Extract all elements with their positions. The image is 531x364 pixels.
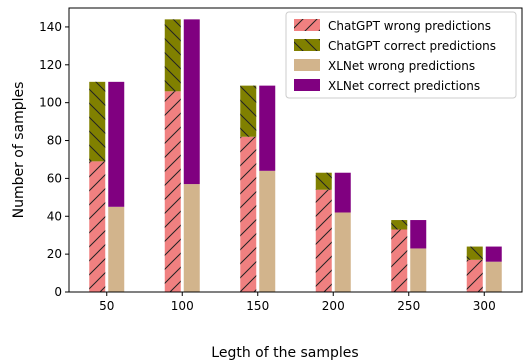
- y-tick-label: 120: [39, 58, 62, 72]
- bar-xlnet-correct-predictions-50: [108, 81, 125, 207]
- bar-chatgpt-correct-predictions-250-hatch: [391, 220, 408, 230]
- y-tick-label: 140: [39, 20, 62, 34]
- legend-label: XLNet wrong predictions: [328, 59, 475, 73]
- bar-chatgpt-correct-predictions-200-hatch: [315, 172, 332, 190]
- y-tick-label: 100: [39, 96, 62, 110]
- bar-xlnet-correct-predictions-300: [485, 246, 502, 262]
- bar-chatgpt-wrong-predictions-100-hatch: [164, 91, 181, 292]
- bar-xlnet-wrong-predictions-50: [108, 206, 125, 292]
- bar-xlnet-correct-predictions-200: [334, 172, 351, 213]
- y-tick-label: 40: [47, 209, 62, 223]
- x-axis-label: Legth of the samples: [211, 345, 358, 361]
- bar-chatgpt-correct-predictions-100-hatch: [164, 19, 181, 92]
- legend-swatch-xlnet-correct-predictions: [294, 79, 320, 91]
- legend-label: ChatGPT wrong predictions: [328, 19, 491, 33]
- x-axis: 50 100 150 200 250 300: [99, 292, 496, 313]
- bar-chatgpt-wrong-predictions-300-hatch: [466, 259, 483, 292]
- legend-label: XLNet correct predictions: [328, 79, 480, 93]
- legend-swatch-chatgpt-correct-predictions-hatch: [294, 39, 320, 51]
- bar-chatgpt-wrong-predictions-200-hatch: [315, 189, 332, 292]
- bar-xlnet-wrong-predictions-150: [259, 170, 276, 292]
- bar-chatgpt-wrong-predictions-50-hatch: [89, 161, 106, 292]
- bar-chatgpt-wrong-predictions-150-hatch: [240, 136, 257, 292]
- plot-area: [68, 7, 523, 293]
- x-tick-label: 50: [99, 299, 114, 313]
- y-tick-label: 20: [47, 247, 62, 261]
- x-tick-label: 100: [171, 299, 194, 313]
- bar-chatgpt-correct-predictions-50-hatch: [89, 81, 106, 162]
- bar-xlnet-wrong-predictions-250: [410, 248, 427, 292]
- bar-xlnet-wrong-predictions-300: [485, 261, 502, 292]
- y-axis: 0 20 40 60 80 100 120 140: [39, 20, 69, 299]
- bar-chatgpt-wrong-predictions-250-hatch: [391, 229, 408, 292]
- y-tick-label: 0: [54, 285, 62, 299]
- legend-label: ChatGPT correct predictions: [328, 39, 496, 53]
- x-tick-label: 300: [473, 299, 496, 313]
- legend-swatch-xlnet-wrong-predictions: [294, 59, 320, 71]
- x-tick-label: 200: [322, 299, 345, 313]
- y-tick-label: 60: [47, 171, 62, 185]
- legend: ChatGPT wrong predictions ChatGPT correct…: [285, 11, 517, 99]
- bar-xlnet-correct-predictions-150: [259, 85, 276, 171]
- bar-xlnet-correct-predictions-250: [410, 220, 427, 249]
- axes-frame: [68, 7, 523, 293]
- y-axis-label: Number of samples: [11, 82, 27, 219]
- bar-xlnet-wrong-predictions-200: [334, 212, 351, 292]
- bar-xlnet-wrong-predictions-100: [183, 184, 200, 292]
- y-tick-label: 80: [47, 134, 62, 148]
- bar-chatgpt-correct-predictions-150-hatch: [240, 85, 257, 137]
- legend-swatch-chatgpt-wrong-predictions-hatch: [294, 19, 320, 31]
- bar-chatgpt-correct-predictions-300-hatch: [466, 246, 483, 260]
- x-tick-label: 250: [397, 299, 420, 313]
- bar-xlnet-correct-predictions-100: [183, 19, 200, 185]
- x-tick-label: 150: [246, 299, 269, 313]
- legend-box: [285, 11, 517, 99]
